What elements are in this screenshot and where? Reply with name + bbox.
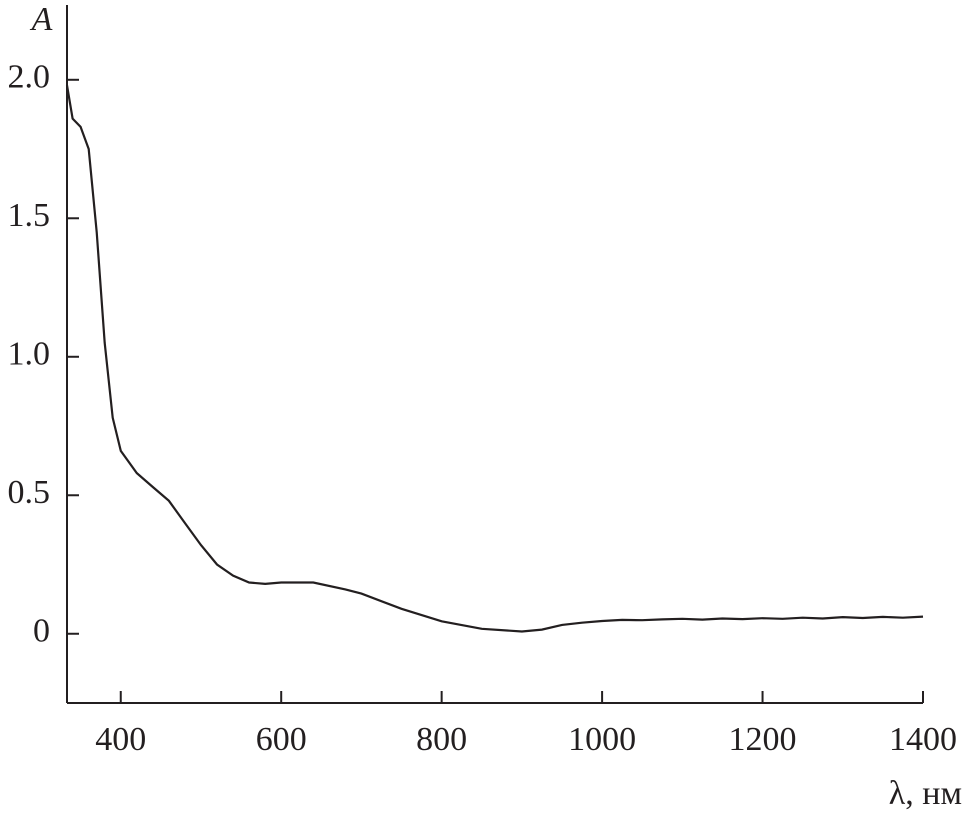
y-axis-label: A bbox=[30, 1, 53, 38]
x-tick-label: 1400 bbox=[889, 721, 957, 758]
y-tick-label: 1.5 bbox=[8, 197, 51, 234]
data-line bbox=[65, 85, 924, 633]
x-axis-label: λ, нм bbox=[889, 775, 962, 812]
y-tick-label: 0.5 bbox=[8, 474, 51, 511]
x-tick-label: 400 bbox=[95, 721, 146, 758]
y-tick-label: 2.0 bbox=[8, 59, 51, 96]
x-tick-label: 600 bbox=[256, 721, 307, 758]
y-tick-label: 1.0 bbox=[8, 336, 51, 373]
y-tick-label: 0 bbox=[33, 613, 50, 650]
x-tick-label: 800 bbox=[416, 721, 467, 758]
x-tick-label: 1000 bbox=[568, 721, 636, 758]
x-tick-label: 1200 bbox=[729, 721, 797, 758]
